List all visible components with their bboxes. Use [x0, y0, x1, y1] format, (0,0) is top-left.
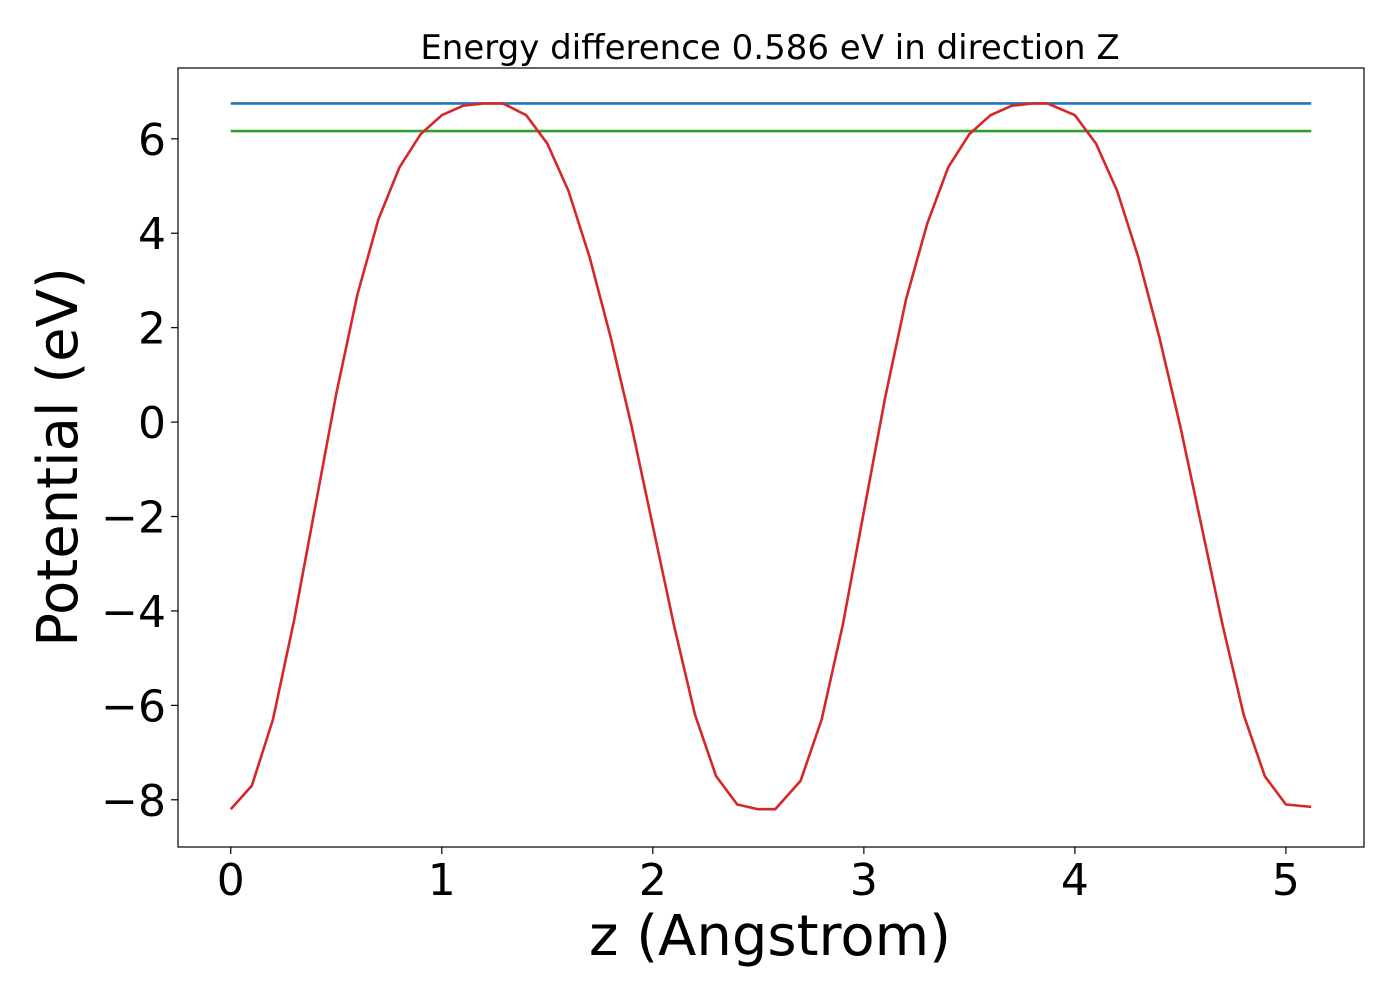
x-tick-label: 1 — [428, 855, 456, 906]
x-tick-label: 5 — [1272, 855, 1300, 906]
x-tick-label: 4 — [1061, 855, 1089, 906]
y-axis-label: Potential (eV) — [26, 267, 91, 647]
x-axis-label: z (Angstrom) — [589, 904, 951, 969]
potential-curve — [229, 102, 1312, 811]
y-tick-label: 4 — [138, 209, 166, 260]
y-tick-label: 6 — [138, 115, 166, 166]
y-tick-label: −6 — [101, 681, 166, 732]
x-tick-label: 0 — [217, 855, 245, 906]
y-tick-label: 2 — [138, 304, 166, 355]
chart-title: Energy difference 0.586 eV in direction … — [420, 28, 1119, 68]
y-tick-label: −2 — [101, 493, 166, 544]
x-tick-label: 3 — [850, 855, 878, 906]
y-tick-label: −4 — [101, 587, 166, 638]
y-tick-label: −8 — [101, 776, 166, 827]
y-axis: −8 −6 −4 −2 0 2 4 6 — [101, 115, 178, 827]
plot-area — [229, 102, 1312, 811]
y-tick-label: 0 — [138, 398, 166, 449]
x-axis: 0 1 2 3 4 5 — [217, 847, 1300, 906]
plot-frame — [177, 67, 1365, 848]
x-tick-label: 2 — [639, 855, 667, 906]
